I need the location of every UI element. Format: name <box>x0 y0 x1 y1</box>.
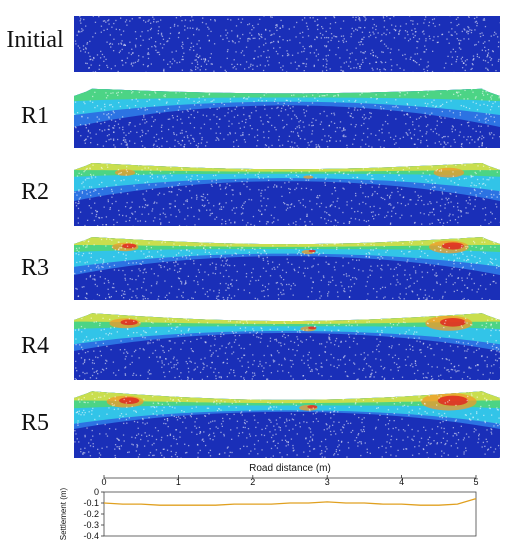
panel-r2 <box>74 158 500 226</box>
particle-field <box>74 162 500 226</box>
particle-field <box>74 88 500 148</box>
row-label-r3: R3 <box>20 255 49 281</box>
row-label-r4: R4 <box>20 333 49 359</box>
particle-image-r3 <box>74 237 500 300</box>
y-tick-label: 0 <box>94 487 99 497</box>
y-tick-label: -0.2 <box>83 509 99 519</box>
row-label-r1: R1 <box>20 103 49 129</box>
panel-r1 <box>74 84 500 148</box>
particle-image-r5 <box>74 391 500 458</box>
x-tick-label: 1 <box>176 477 181 487</box>
y-tick-label: -0.1 <box>83 498 99 508</box>
particle-image-r4 <box>74 313 500 380</box>
x-tick-label: 4 <box>399 477 404 487</box>
particle-field <box>74 391 500 458</box>
row-label-initial: Initial <box>6 27 64 53</box>
settlement-line <box>103 497 477 506</box>
panel-initial <box>74 12 500 72</box>
particle-image-initial <box>74 16 500 72</box>
panel-r3 <box>74 232 500 300</box>
particle-image-r2 <box>74 162 500 226</box>
row-label-r2: R2 <box>20 179 49 205</box>
y-axis-label: Settlement (m) <box>59 487 68 540</box>
y-tick-label: -0.4 <box>83 531 99 541</box>
x-tick-label: 3 <box>325 477 330 487</box>
y-tick-label: -0.3 <box>83 520 99 530</box>
x-tick-label: 5 <box>473 477 478 487</box>
panel-r5 <box>74 386 500 458</box>
particle-field <box>74 313 500 380</box>
x-tick-label: 2 <box>250 477 255 487</box>
particle-image-r1 <box>74 88 500 148</box>
settlement-chart: Road distance (m)0 1 2 3 4 50-0.1-0.2-0.3-0.4… <box>59 463 479 541</box>
row-label-r5: R5 <box>20 410 49 436</box>
x-axis-label: Road distance (m) <box>249 463 331 474</box>
particle-field <box>74 16 500 72</box>
particle-field <box>74 237 500 300</box>
panel-r4 <box>74 308 500 380</box>
x-tick-label: 0 <box>101 477 106 487</box>
plot-frame <box>103 491 477 537</box>
